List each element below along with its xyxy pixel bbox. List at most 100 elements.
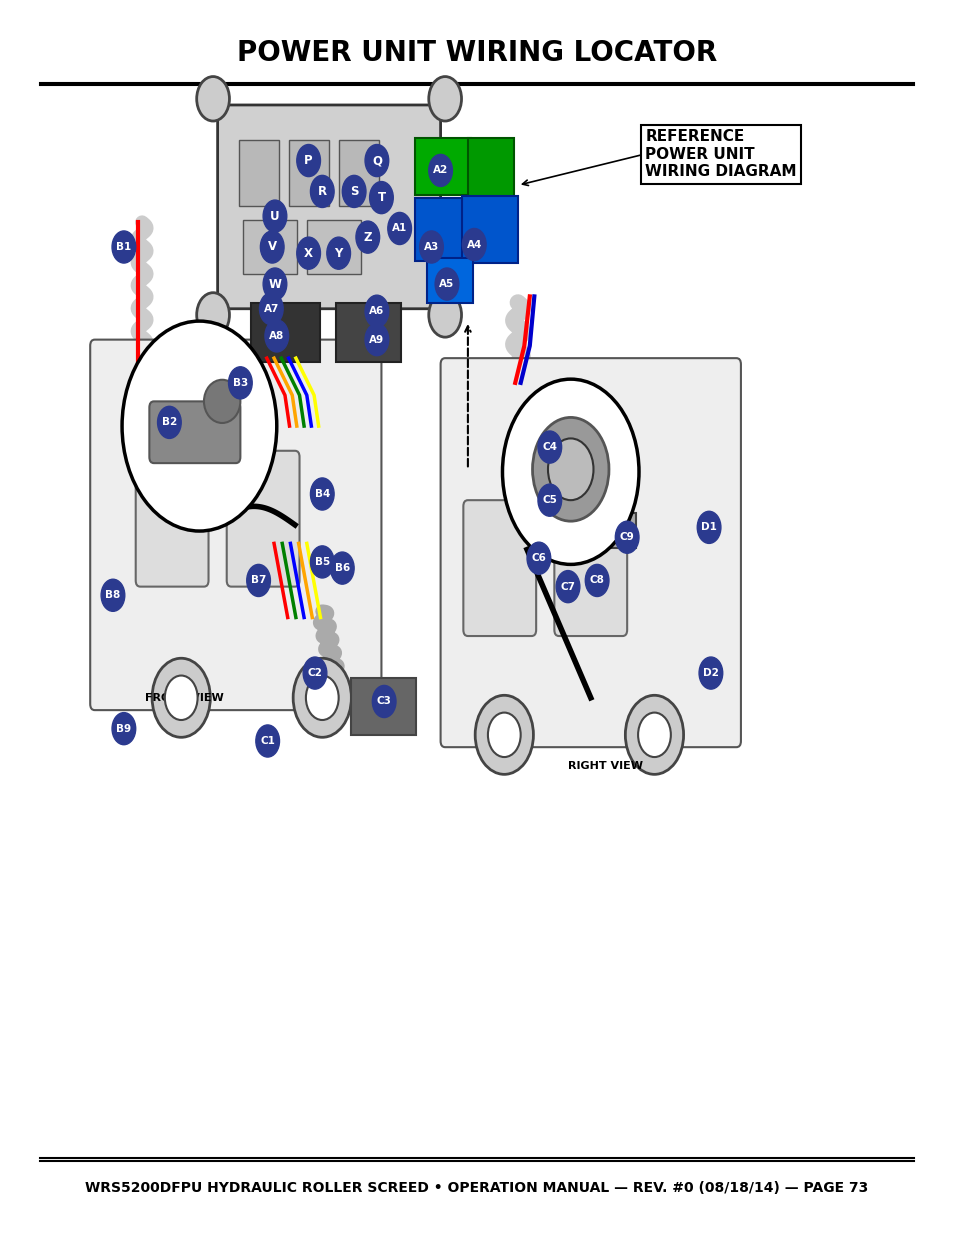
Circle shape [296, 237, 320, 269]
Circle shape [293, 658, 351, 737]
Circle shape [638, 713, 670, 757]
Text: V: V [268, 241, 276, 253]
Circle shape [615, 521, 639, 553]
Text: RIGHT VIEW: RIGHT VIEW [567, 761, 642, 771]
Circle shape [310, 175, 334, 207]
Text: T: T [377, 191, 385, 204]
Text: D2: D2 [702, 668, 718, 678]
Circle shape [585, 564, 608, 597]
Circle shape [556, 571, 579, 603]
Circle shape [263, 268, 287, 300]
FancyBboxPatch shape [150, 401, 240, 463]
Circle shape [263, 200, 287, 232]
Circle shape [229, 367, 252, 399]
Text: D1: D1 [700, 522, 717, 532]
Circle shape [365, 295, 388, 327]
Circle shape [303, 657, 327, 689]
Circle shape [296, 144, 320, 177]
Circle shape [372, 685, 395, 718]
Text: C1: C1 [260, 736, 274, 746]
Circle shape [355, 221, 379, 253]
Circle shape [547, 438, 593, 500]
Circle shape [112, 713, 135, 745]
Ellipse shape [204, 380, 240, 422]
FancyBboxPatch shape [427, 258, 473, 303]
Text: C6: C6 [531, 553, 546, 563]
Text: B2: B2 [162, 417, 177, 427]
FancyBboxPatch shape [415, 198, 466, 261]
Text: Y: Y [335, 247, 342, 259]
Text: C4: C4 [541, 442, 557, 452]
Text: P: P [304, 154, 313, 167]
Circle shape [435, 268, 458, 300]
Text: B4: B4 [314, 489, 330, 499]
Text: U: U [270, 210, 279, 222]
Circle shape [428, 154, 452, 186]
FancyBboxPatch shape [338, 140, 378, 206]
Text: WRS5200DFPU HYDRAULIC ROLLER SCREED • OPERATION MANUAL — REV. #0 (08/18/14) — PA: WRS5200DFPU HYDRAULIC ROLLER SCREED • OP… [85, 1181, 868, 1195]
Text: B1: B1 [116, 242, 132, 252]
Circle shape [342, 175, 366, 207]
Text: W: W [268, 278, 281, 290]
Circle shape [428, 293, 461, 337]
Circle shape [306, 676, 338, 720]
Circle shape [157, 406, 181, 438]
Circle shape [259, 293, 283, 325]
FancyBboxPatch shape [554, 500, 626, 636]
FancyBboxPatch shape [415, 138, 470, 195]
Text: B5: B5 [314, 557, 330, 567]
Circle shape [310, 478, 334, 510]
Circle shape [265, 320, 289, 352]
Text: A4: A4 [466, 240, 481, 249]
Circle shape [330, 552, 354, 584]
Circle shape [122, 321, 276, 531]
Text: C2: C2 [307, 668, 322, 678]
Text: REFERENCE
POWER UNIT
WIRING DIAGRAM: REFERENCE POWER UNIT WIRING DIAGRAM [644, 130, 796, 179]
FancyBboxPatch shape [307, 220, 360, 274]
Text: C7: C7 [560, 582, 575, 592]
Circle shape [537, 484, 561, 516]
Circle shape [365, 324, 388, 356]
Text: A3: A3 [423, 242, 438, 252]
Text: A1: A1 [392, 224, 407, 233]
Text: C9: C9 [619, 532, 634, 542]
FancyBboxPatch shape [251, 303, 320, 362]
Circle shape [419, 231, 443, 263]
Circle shape [537, 431, 561, 463]
Circle shape [260, 231, 284, 263]
Text: FRONT VIEW: FRONT VIEW [145, 693, 223, 703]
FancyBboxPatch shape [243, 220, 296, 274]
Circle shape [101, 579, 125, 611]
Text: A2: A2 [433, 165, 448, 175]
FancyBboxPatch shape [463, 500, 536, 636]
Text: A9: A9 [369, 335, 384, 345]
Circle shape [475, 695, 533, 774]
FancyBboxPatch shape [440, 358, 740, 747]
Text: A7: A7 [263, 304, 278, 314]
Text: B8: B8 [105, 590, 120, 600]
FancyBboxPatch shape [91, 340, 381, 710]
Text: X: X [304, 247, 313, 259]
Text: S: S [350, 185, 358, 198]
Circle shape [462, 228, 486, 261]
Circle shape [310, 546, 334, 578]
Circle shape [388, 212, 411, 245]
Circle shape [526, 542, 550, 574]
FancyBboxPatch shape [289, 140, 329, 206]
FancyBboxPatch shape [135, 451, 209, 587]
Circle shape [247, 564, 270, 597]
Circle shape [365, 144, 388, 177]
FancyBboxPatch shape [462, 196, 517, 263]
Circle shape [327, 237, 350, 269]
Text: A5: A5 [439, 279, 455, 289]
FancyBboxPatch shape [351, 678, 416, 735]
Text: R: R [317, 185, 327, 198]
FancyBboxPatch shape [217, 105, 440, 309]
Circle shape [502, 379, 639, 564]
Circle shape [255, 725, 279, 757]
Circle shape [112, 231, 135, 263]
Text: B9: B9 [116, 724, 132, 734]
Circle shape [624, 695, 683, 774]
Circle shape [532, 417, 608, 521]
Text: C8: C8 [589, 576, 604, 585]
